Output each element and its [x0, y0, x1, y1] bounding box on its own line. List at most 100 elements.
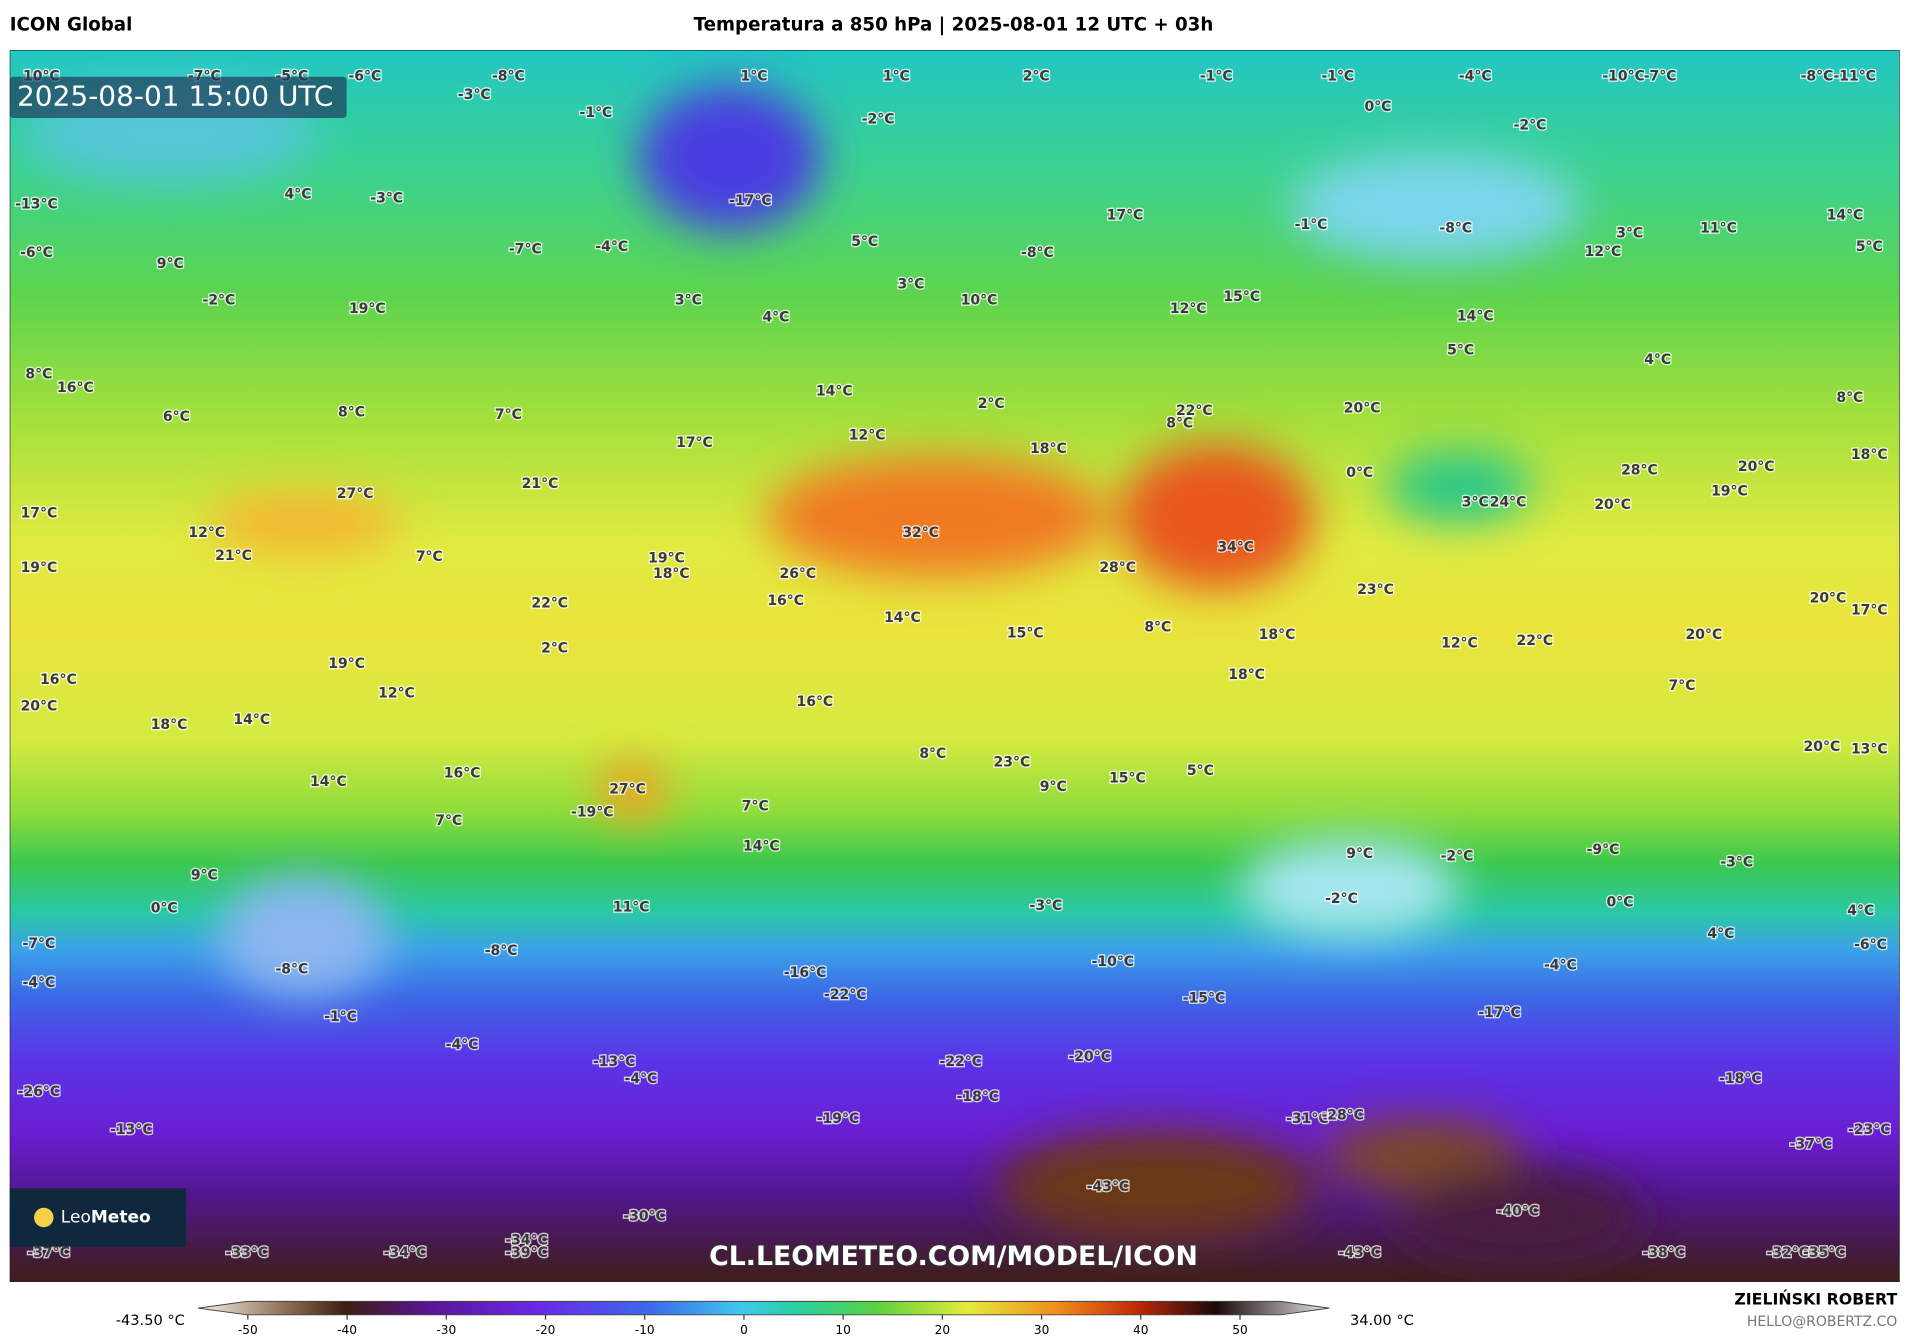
temperature-label: 11°C [1700, 221, 1737, 237]
temperature-label: 16°C [797, 694, 834, 710]
temperature-label: 15°C [1109, 770, 1146, 786]
temperature-label: 1°C [741, 69, 768, 85]
temperature-label: 17°C [1851, 603, 1888, 619]
temperature-label: 4°C [1707, 926, 1734, 942]
temperature-label: -2°C [1441, 848, 1474, 864]
watermark: CL.LEOMETEO.COM/MODEL/ICON [709, 1241, 1198, 1272]
temperature-label: -28°C [1321, 1107, 1363, 1123]
temperature-label: 20°C [1344, 401, 1381, 417]
temperature-label: -4°C [1544, 958, 1577, 974]
colorbar-tick-label: 0 [740, 1323, 748, 1337]
temperature-label: -17°C [729, 193, 771, 209]
author: ZIELIŃSKI ROBERT [1734, 1290, 1897, 1309]
temperature-label: 14°C [310, 774, 347, 790]
colorbar-tick-label: 50 [1232, 1323, 1247, 1337]
temperature-label: -19°C [571, 805, 613, 821]
temperature-label: -4°C [23, 975, 56, 991]
temperature-label: 5°C [1187, 763, 1214, 779]
temperature-label: -4°C [595, 239, 628, 255]
colorbar-tick-label: 10 [835, 1323, 850, 1337]
temperature-label: 18°C [1228, 667, 1265, 683]
temperature-label: 5°C [851, 234, 878, 250]
logo-light: Leo [61, 1208, 91, 1228]
temperature-field [24, 85, 1642, 1265]
temperature-label: -37°C [27, 1245, 69, 1261]
temperature-label: -22°C [940, 1054, 982, 1070]
temperature-label: 9°C [1346, 846, 1373, 862]
temperature-label: -3°C [458, 87, 491, 103]
temperature-label: 9°C [1040, 779, 1067, 795]
temperature-label: -17°C [1478, 1005, 1520, 1021]
logo: LeoMeteo [61, 1208, 151, 1228]
temperature-label: -34°C [384, 1245, 426, 1261]
temperature-label: -15°C [1183, 991, 1225, 1007]
temperature-label: 6°C [163, 409, 190, 425]
temperature-label: 14°C [233, 712, 270, 728]
colorbar-max: 34.00 °C [1350, 1312, 1414, 1329]
temperature-label: 1°C [883, 69, 910, 85]
temperature-label: 14°C [1827, 207, 1864, 223]
temperature-label: -8°C [492, 69, 525, 85]
temperature-label: -43°C [1087, 1179, 1129, 1195]
temperature-label: 20°C [1686, 627, 1723, 643]
map-title: Temperatura a 850 hPa | 2025-08-01 12 UT… [694, 15, 1214, 36]
temperature-label: -2°C [1325, 891, 1358, 907]
temperature-label: 14°C [816, 384, 853, 400]
temperature-label: 20°C [21, 699, 58, 715]
temperature-label: 20°C [1594, 497, 1631, 513]
temperature-label: 19°C [349, 301, 386, 317]
temperature-label: -7°C [1644, 69, 1677, 85]
temperature-label: -8°C [1021, 245, 1054, 261]
temperature-label: 12°C [1585, 244, 1622, 260]
temperature-label: 16°C [444, 766, 481, 782]
temperature-label: 14°C [1457, 308, 1494, 324]
temperature-label: -31°C [1286, 1111, 1328, 1127]
temperature-label: -4°C [1459, 69, 1492, 85]
temperature-label: -8°C [485, 943, 518, 959]
temperature-label: 4°C [762, 310, 789, 326]
temperature-label: 0°C [151, 901, 178, 917]
colorbar-tick-label: 40 [1133, 1323, 1148, 1337]
temperature-label: -30°C [623, 1208, 665, 1224]
temperature-label: 32°C [902, 525, 939, 541]
temperature-label: 3°C [1462, 494, 1489, 510]
temperature-label: -19°C [817, 1111, 859, 1127]
temperature-label: 22°C [1516, 633, 1553, 649]
temperature-label: 21°C [522, 476, 559, 492]
temperature-label: 16°C [57, 380, 94, 396]
temperature-label: 15°C [1007, 626, 1044, 642]
temperature-label: 8°C [1166, 415, 1193, 431]
temperature-label: -18°C [1719, 1071, 1761, 1087]
temperature-label: -35°C [1803, 1245, 1845, 1261]
temperature-label: 7°C [416, 549, 443, 565]
temperature-label: 10°C [961, 292, 998, 308]
temperature-label: 18°C [1259, 627, 1296, 643]
temperature-label: -26°C [18, 1084, 60, 1100]
temperature-label: 28°C [1099, 560, 1136, 576]
temperature-label: 4°C [284, 187, 311, 203]
temperature-label: -20°C [1068, 1049, 1110, 1065]
temperature-label: -1°C [1295, 217, 1328, 233]
colorbar-tick-label: -10 [635, 1323, 655, 1337]
temperature-label: 3°C [675, 292, 702, 308]
map [9, 49, 1900, 1282]
colorbar-tick-label: -40 [337, 1323, 357, 1337]
temperature-label: -6°C [348, 69, 381, 85]
temperature-label: 17°C [676, 435, 713, 451]
temperature-label: -34°C [505, 1233, 547, 1249]
temperature-label: 27°C [337, 486, 374, 502]
temperature-label: 12°C [378, 685, 415, 701]
temperature-label: -8°C [276, 961, 309, 977]
temperature-label: 13°C [1851, 741, 1888, 757]
temperature-label: 2°C [978, 396, 1005, 412]
temperature-label: 7°C [495, 407, 522, 423]
temperature-label: 12°C [849, 427, 886, 443]
temperature-label: 20°C [1810, 590, 1847, 606]
temperature-label: 4°C [1847, 903, 1874, 919]
temperature-label: 14°C [743, 839, 780, 855]
temperature-label: 7°C [435, 813, 462, 829]
temperature-label: 8°C [25, 367, 52, 383]
temperature-label: -22°C [824, 987, 866, 1003]
temperature-label: 23°C [994, 755, 1031, 771]
